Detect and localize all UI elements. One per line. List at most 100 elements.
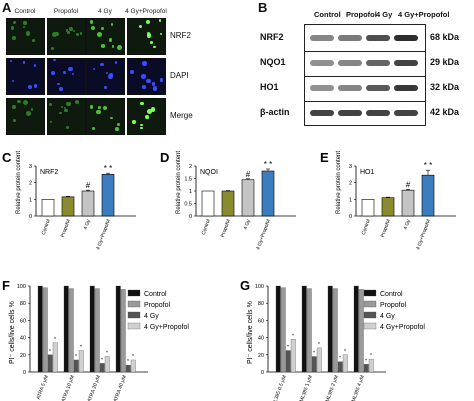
cell-nucleus: [22, 26, 26, 29]
bar: [63, 285, 69, 373]
significance-mark: *: [370, 353, 372, 359]
panel-b-label: B: [258, 0, 268, 15]
x-tick-label: 4 Gy: [403, 218, 412, 230]
y-axis-label: Relative protein content: [16, 151, 22, 214]
bar: [306, 288, 312, 373]
cell-nucleus: [91, 25, 96, 30]
cell-nucleus: [63, 106, 66, 109]
cell-nucleus: [10, 26, 15, 30]
cell-nucleus: [159, 32, 162, 35]
micrograph-tile: [127, 58, 166, 95]
y-tick-label: 60: [258, 318, 264, 324]
cell-nucleus: [141, 73, 146, 79]
blot-band: [366, 85, 390, 91]
cell-nucleus: [11, 80, 14, 83]
bar: [73, 359, 79, 373]
x-tick-label: 4 Gy: [83, 218, 92, 230]
micrograph-tile: [6, 98, 45, 135]
blot-band: [366, 35, 390, 41]
blot-protein-label: β-actin: [260, 107, 290, 117]
cell-nucleus: [140, 126, 143, 130]
bar: [337, 361, 343, 373]
micrograph-tile: [86, 58, 125, 95]
cell-nucleus: [23, 21, 27, 25]
bar: [353, 285, 359, 373]
cell-nucleus: [101, 26, 105, 31]
panel-b-column-label: 4 Gy: [376, 10, 393, 19]
y-tick-label: 3: [349, 164, 352, 170]
cell-nucleus: [145, 78, 151, 84]
cell-nucleus: [98, 105, 101, 109]
blot-divider: [304, 101, 426, 102]
cell-nucleus: [150, 107, 155, 112]
micrograph-tile: [6, 18, 45, 55]
cell-nucleus: [117, 123, 121, 127]
significance-mark: *: [313, 351, 315, 357]
cell-nucleus: [142, 61, 147, 66]
x-tick-label: ATRA 10 μM: [61, 375, 76, 401]
legend-swatch: [363, 289, 377, 297]
x-tick-label: Control: [361, 219, 372, 236]
cell-nucleus: [63, 71, 66, 74]
micrograph-tile: [6, 58, 45, 95]
x-tick-label: ML385 1 μM: [299, 375, 314, 401]
significance-mark: *: [292, 333, 294, 339]
blot-divider: [304, 76, 426, 77]
cell-nucleus: [9, 59, 12, 62]
panel-a-row-label: DAPI: [170, 71, 189, 80]
cell-nucleus: [59, 111, 62, 115]
blot-kda-label: 32 kDa: [430, 82, 460, 92]
x-tick-label: ML385 2 μM: [325, 375, 340, 401]
blot-band: [310, 35, 334, 41]
bar: [316, 347, 322, 373]
bar: [101, 174, 115, 217]
cell-nucleus: [12, 118, 17, 122]
blot-band: [338, 85, 362, 91]
bar: [241, 179, 255, 217]
significance-mark: *: [132, 354, 134, 360]
significance-mark: *: [339, 356, 341, 362]
cell-nucleus: [72, 72, 75, 75]
y-axis-label: Relative protein content: [176, 151, 182, 214]
cell-nucleus: [108, 72, 114, 78]
cell-nucleus: [152, 82, 156, 86]
significance-mark: *: [75, 354, 77, 360]
bar: [61, 196, 75, 217]
x-tick-label: ATRA 40 μM: [113, 375, 128, 401]
y-tick-label: 3: [29, 164, 32, 170]
blot-band: [366, 60, 390, 66]
cell-nucleus: [95, 109, 101, 115]
cell-nucleus: [140, 123, 143, 127]
cell-nucleus: [132, 120, 136, 125]
significance-mark: *: [80, 345, 82, 351]
x-tick-label: Propofol: [380, 219, 392, 239]
bar: [280, 287, 286, 373]
legend-label: Propofol: [144, 302, 171, 309]
cell-nucleus: [57, 82, 61, 86]
cell-nucleus: [54, 31, 59, 37]
bar: [94, 288, 100, 373]
cell-nucleus: [28, 85, 33, 90]
y-axis-label: PI⁻ cells/live cells %: [247, 301, 254, 364]
significance-mark: *: [54, 337, 56, 343]
y-tick-label: 40: [258, 336, 264, 342]
cell-nucleus: [101, 44, 105, 48]
y-tick-label: 1: [349, 197, 352, 203]
cell-nucleus: [53, 59, 56, 62]
y-tick-label: 100: [255, 284, 264, 290]
cell-nucleus: [146, 33, 152, 38]
significance-mark: *: [344, 349, 346, 355]
cell-nucleus: [153, 86, 158, 91]
cell-nucleus: [65, 126, 70, 130]
chart-title: NRF2: [40, 169, 58, 176]
micrograph-tile: [86, 18, 125, 55]
y-tick-label: 1: [189, 189, 192, 195]
legend-label: Propofol: [380, 302, 407, 309]
cell-nucleus: [153, 45, 156, 49]
y-tick-label: 1.5: [184, 177, 192, 183]
blot-band: [338, 110, 362, 116]
y-tick-label: 80: [258, 301, 264, 307]
cell-nucleus: [32, 38, 35, 42]
y-tick-label: 100: [17, 284, 26, 290]
panel-a-column-label: Control: [14, 8, 36, 15]
